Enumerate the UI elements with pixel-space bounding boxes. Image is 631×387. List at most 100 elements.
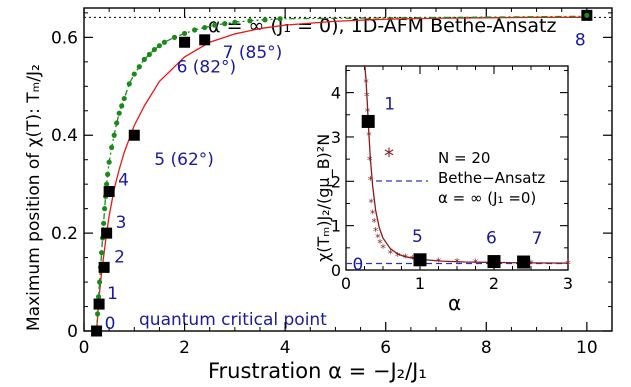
inset-asterisk-point: *	[436, 256, 442, 269]
main-point-label: 0	[105, 314, 116, 334]
green-point	[171, 34, 178, 40]
green-point	[106, 159, 112, 165]
inset-x-tick-label: 1	[415, 274, 425, 293]
inset-asterisk-point: *	[388, 247, 394, 260]
main-data-square	[179, 36, 191, 48]
inset-asterisk-point: *	[364, 90, 370, 103]
inset-x-tick-label: 0	[341, 274, 351, 293]
inset-point-label: 0	[353, 255, 364, 275]
inset-x-tick-label: 3	[563, 274, 573, 293]
inset-asterisk-point: *	[370, 207, 376, 220]
green-point	[131, 71, 137, 77]
green-point	[94, 311, 101, 317]
green-point	[192, 27, 198, 33]
red-curve	[95, 16, 587, 332]
green-point	[222, 21, 228, 27]
green-point	[126, 81, 132, 87]
main-point-label: 2	[114, 247, 125, 267]
inset-asterisk-point: *	[371, 216, 377, 229]
green-point	[101, 220, 107, 226]
inset-asterisk-point: *	[367, 154, 373, 167]
legend-entry-n20: N = 20	[438, 149, 490, 167]
inset-y-tick-label: 0	[331, 261, 341, 280]
inset-legend: * N = 20 Bethe−Ansatz α = ∞ (J₁ =0)	[376, 144, 545, 207]
green-point	[146, 51, 152, 58]
green-point	[95, 294, 102, 300]
inset-asterisk-point: *	[368, 174, 374, 187]
green-point	[114, 120, 120, 126]
inset-asterisk-point: *	[402, 252, 408, 265]
inset-point-label: 5	[412, 227, 423, 247]
inset-asterisk-point: *	[373, 225, 379, 238]
main-x-tick-label: 10	[576, 338, 598, 358]
inset-asterisk-point: *	[375, 232, 381, 245]
inset-data-square	[413, 253, 427, 267]
inset-y-tick-label: 1	[331, 217, 341, 236]
inset-point-label: 1	[384, 94, 395, 114]
main-x-tick-label: 8	[481, 338, 492, 358]
inset-y-tick-label: 3	[331, 128, 341, 147]
inset-data-square	[487, 255, 501, 269]
green-point	[99, 250, 105, 256]
green-point	[109, 144, 115, 151]
inset-y-tick-label: 4	[331, 84, 341, 103]
inset-asterisk-point: *	[473, 257, 479, 270]
inset-asterisk-point: *	[565, 258, 571, 271]
main-plot-frame	[83, 7, 613, 332]
inset-white-bg	[335, 60, 597, 270]
inset-asterisk-point: *	[368, 196, 374, 209]
quantum-critical-point-annotation: quantum critical point	[139, 310, 327, 330]
legend-entry-bethe: Bethe−Ansatz	[438, 169, 545, 187]
inset-point-label: 7	[532, 229, 543, 249]
inset-data-square	[517, 255, 531, 269]
green-point	[136, 64, 142, 70]
green-point	[262, 17, 268, 23]
main-y-tick-label: 0.4	[51, 126, 78, 146]
green-point	[181, 30, 188, 37]
main-x-tick-label: 4	[280, 338, 291, 358]
green-curve	[95, 15, 587, 332]
main-point-label: 1	[107, 284, 118, 304]
main-x-tick-label: 6	[380, 338, 391, 358]
main-point-label: 5 (62°)	[154, 150, 214, 170]
green-point	[111, 132, 117, 138]
green-point	[151, 46, 157, 53]
main-x-tick-label: 2	[179, 338, 190, 358]
inset-point-label: 6	[486, 229, 497, 249]
green-point	[105, 171, 111, 177]
green-point	[277, 16, 283, 22]
main-point-label: 3	[116, 213, 127, 233]
main-y-axis-label: Maximum position of χ(T): Tₘ/J₂	[24, 64, 44, 331]
inset-x-axis-label: α	[448, 291, 461, 315]
green-point	[232, 19, 238, 25]
inset-y-axis-label: χ(Tₘ)J₂/(gμ_B)²N	[314, 134, 334, 262]
green-point	[116, 110, 122, 116]
green-point	[247, 18, 253, 24]
inset-data-square	[361, 114, 375, 128]
green-point	[212, 22, 218, 28]
green-point	[202, 24, 208, 31]
main-y-tick-label: 0	[67, 322, 78, 342]
main-point-label: 6 (82°)	[177, 57, 237, 77]
inset-brown-curve	[364, 65, 569, 264]
green-point	[102, 206, 108, 212]
legend-entry-alpha-inf: α = ∞ (J₁ =0)	[438, 189, 536, 207]
inset-asterisk-point: *	[395, 250, 401, 263]
inset-asterisk-point: *	[377, 237, 383, 250]
main-x-axis-label: Frustration α = −J₂/J₁	[208, 359, 427, 383]
main-x-tick-label: 0	[79, 338, 90, 358]
green-point	[104, 181, 110, 187]
main-point-label: 7 (85°)	[223, 43, 283, 63]
main-data-square	[128, 129, 140, 141]
inset-x-tick-label: 2	[489, 274, 499, 293]
main-y-tick-label: 0.6	[51, 28, 78, 48]
legend-marker-asterisk: *	[384, 144, 394, 168]
main-data-square	[93, 298, 105, 310]
green-point	[161, 39, 168, 45]
main-data-square	[98, 261, 110, 273]
green-point	[119, 103, 125, 109]
